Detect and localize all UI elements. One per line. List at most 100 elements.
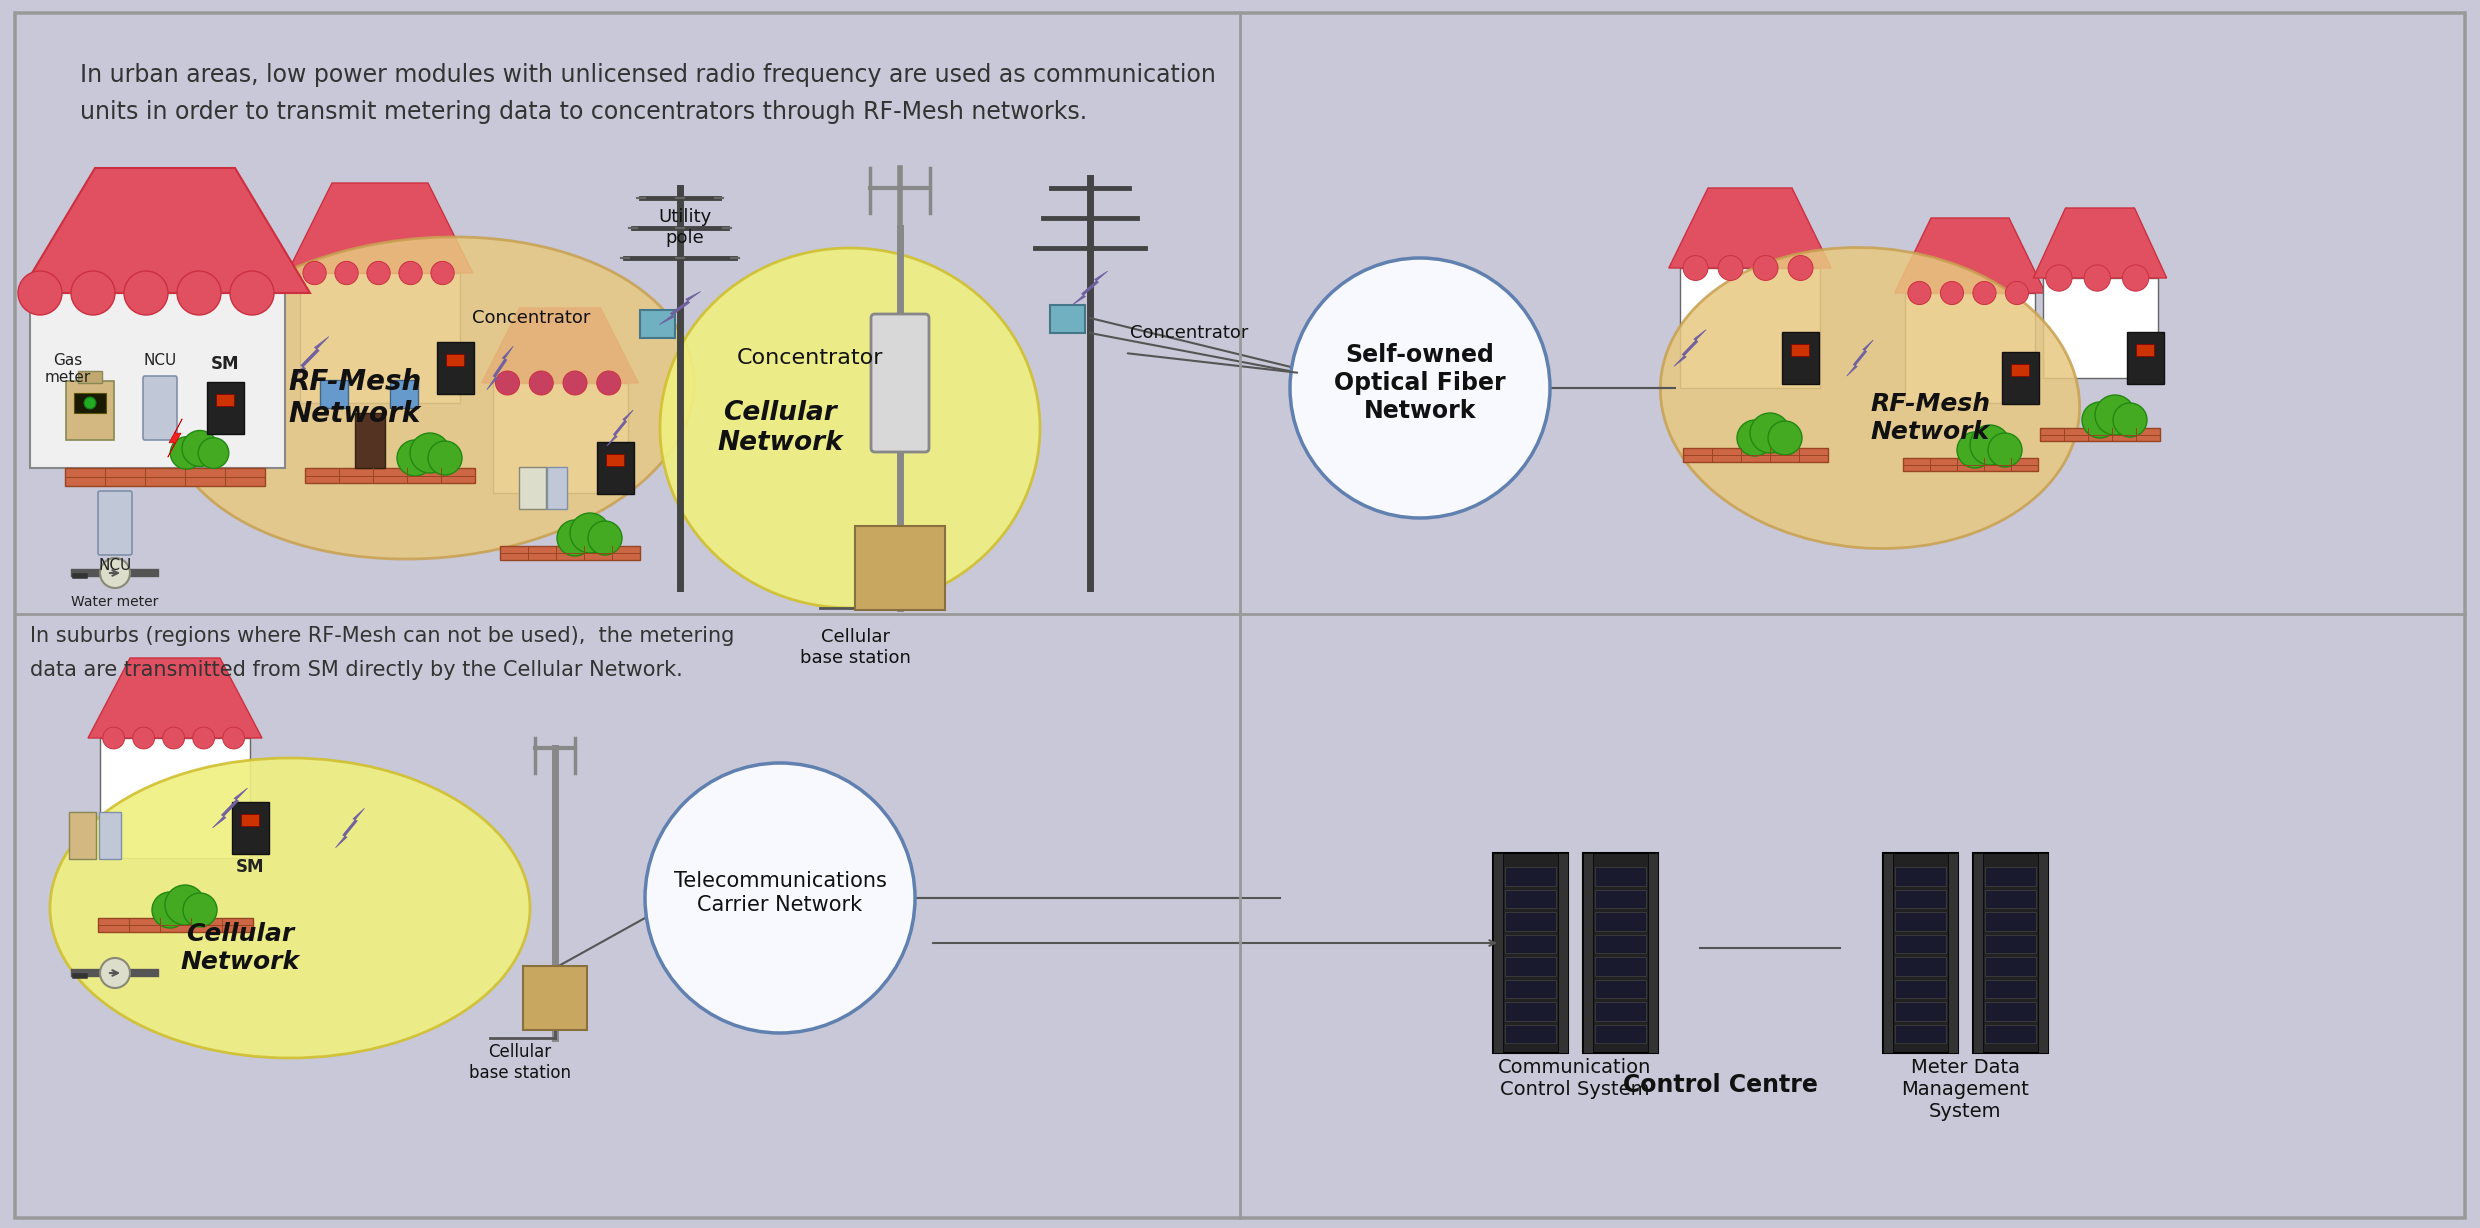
FancyBboxPatch shape [69, 812, 97, 860]
Text: RF-Mesh
Network: RF-Mesh Network [1870, 392, 1989, 443]
Polygon shape [20, 168, 310, 293]
FancyBboxPatch shape [1984, 912, 2036, 931]
FancyBboxPatch shape [446, 354, 464, 366]
Circle shape [223, 727, 246, 749]
Text: Meter Data
Management
System: Meter Data Management System [1902, 1059, 2029, 1121]
Circle shape [231, 271, 273, 316]
Circle shape [1939, 281, 1964, 305]
FancyBboxPatch shape [1984, 1024, 2036, 1043]
Ellipse shape [166, 237, 694, 559]
Text: Communication
Control System: Communication Control System [1498, 1059, 1652, 1099]
Polygon shape [1674, 329, 1706, 366]
Text: RF-Mesh
Network: RF-Mesh Network [288, 368, 422, 429]
FancyBboxPatch shape [1984, 867, 2036, 885]
FancyBboxPatch shape [1505, 935, 1555, 953]
Text: Telecommunications
Carrier Network: Telecommunications Carrier Network [675, 872, 885, 915]
Text: Self-owned
Optical Fiber
Network: Self-owned Optical Fiber Network [1334, 343, 1505, 422]
FancyBboxPatch shape [1791, 344, 1808, 356]
Ellipse shape [660, 248, 1039, 608]
Circle shape [181, 431, 218, 467]
FancyBboxPatch shape [548, 467, 568, 508]
FancyBboxPatch shape [1595, 889, 1647, 907]
FancyBboxPatch shape [1505, 957, 1555, 975]
Circle shape [171, 437, 203, 469]
Circle shape [151, 892, 188, 928]
FancyBboxPatch shape [30, 293, 285, 468]
Polygon shape [169, 419, 181, 457]
FancyBboxPatch shape [1595, 912, 1647, 931]
Circle shape [2046, 265, 2073, 291]
FancyBboxPatch shape [1681, 448, 1828, 462]
Text: SM: SM [236, 858, 265, 876]
FancyBboxPatch shape [1595, 867, 1647, 885]
Circle shape [563, 371, 588, 395]
FancyBboxPatch shape [1493, 853, 1503, 1052]
Circle shape [72, 271, 114, 316]
FancyBboxPatch shape [1895, 935, 1944, 953]
Circle shape [1684, 255, 1709, 280]
FancyBboxPatch shape [856, 526, 945, 610]
FancyBboxPatch shape [1895, 889, 1944, 907]
FancyBboxPatch shape [1984, 980, 2036, 998]
FancyBboxPatch shape [74, 393, 107, 413]
FancyBboxPatch shape [1505, 980, 1555, 998]
FancyBboxPatch shape [389, 379, 419, 408]
Circle shape [1969, 425, 2009, 465]
Circle shape [1290, 258, 1550, 518]
FancyBboxPatch shape [1679, 268, 1820, 388]
Circle shape [598, 371, 620, 395]
FancyBboxPatch shape [1895, 980, 1944, 998]
FancyBboxPatch shape [1595, 1024, 1647, 1043]
Text: Concentrator: Concentrator [471, 309, 590, 327]
FancyBboxPatch shape [870, 314, 930, 452]
FancyBboxPatch shape [77, 371, 102, 383]
Polygon shape [87, 658, 263, 738]
FancyBboxPatch shape [144, 376, 176, 440]
FancyBboxPatch shape [206, 382, 243, 433]
FancyBboxPatch shape [1582, 853, 1657, 1052]
Circle shape [1768, 421, 1803, 456]
FancyBboxPatch shape [1895, 1024, 1944, 1043]
Circle shape [198, 437, 228, 468]
Circle shape [102, 727, 124, 749]
Polygon shape [1071, 271, 1109, 305]
Circle shape [166, 885, 206, 925]
Circle shape [17, 271, 62, 316]
FancyBboxPatch shape [355, 413, 384, 468]
FancyBboxPatch shape [2135, 344, 2153, 356]
FancyBboxPatch shape [231, 802, 268, 853]
FancyBboxPatch shape [1595, 980, 1647, 998]
FancyBboxPatch shape [2001, 352, 2039, 404]
FancyBboxPatch shape [1895, 957, 1944, 975]
Circle shape [432, 262, 454, 285]
FancyBboxPatch shape [1902, 458, 2039, 472]
Text: Cellular
Network: Cellular Network [181, 922, 300, 974]
Circle shape [367, 262, 389, 285]
FancyBboxPatch shape [1984, 889, 2036, 907]
FancyBboxPatch shape [99, 491, 131, 555]
FancyBboxPatch shape [1505, 867, 1555, 885]
FancyBboxPatch shape [1895, 912, 1944, 931]
FancyBboxPatch shape [1505, 1024, 1555, 1043]
Polygon shape [288, 183, 474, 273]
FancyBboxPatch shape [501, 546, 640, 560]
Text: SM: SM [211, 355, 238, 373]
FancyBboxPatch shape [1781, 332, 1818, 384]
FancyBboxPatch shape [1947, 853, 1957, 1052]
Circle shape [1788, 255, 1813, 280]
FancyBboxPatch shape [2041, 429, 2160, 441]
FancyBboxPatch shape [1595, 1002, 1647, 1020]
Text: In suburbs (regions where RF-Mesh can not be used),  the metering: In suburbs (regions where RF-Mesh can no… [30, 626, 734, 646]
Circle shape [429, 441, 461, 475]
Circle shape [588, 521, 622, 555]
FancyBboxPatch shape [320, 379, 347, 408]
Polygon shape [213, 788, 248, 828]
Circle shape [399, 262, 422, 285]
FancyBboxPatch shape [598, 442, 632, 494]
Ellipse shape [1662, 248, 2081, 549]
FancyBboxPatch shape [1505, 1002, 1555, 1020]
FancyBboxPatch shape [640, 309, 675, 338]
FancyBboxPatch shape [1647, 853, 1657, 1052]
FancyBboxPatch shape [1595, 935, 1647, 953]
FancyBboxPatch shape [1049, 305, 1086, 333]
